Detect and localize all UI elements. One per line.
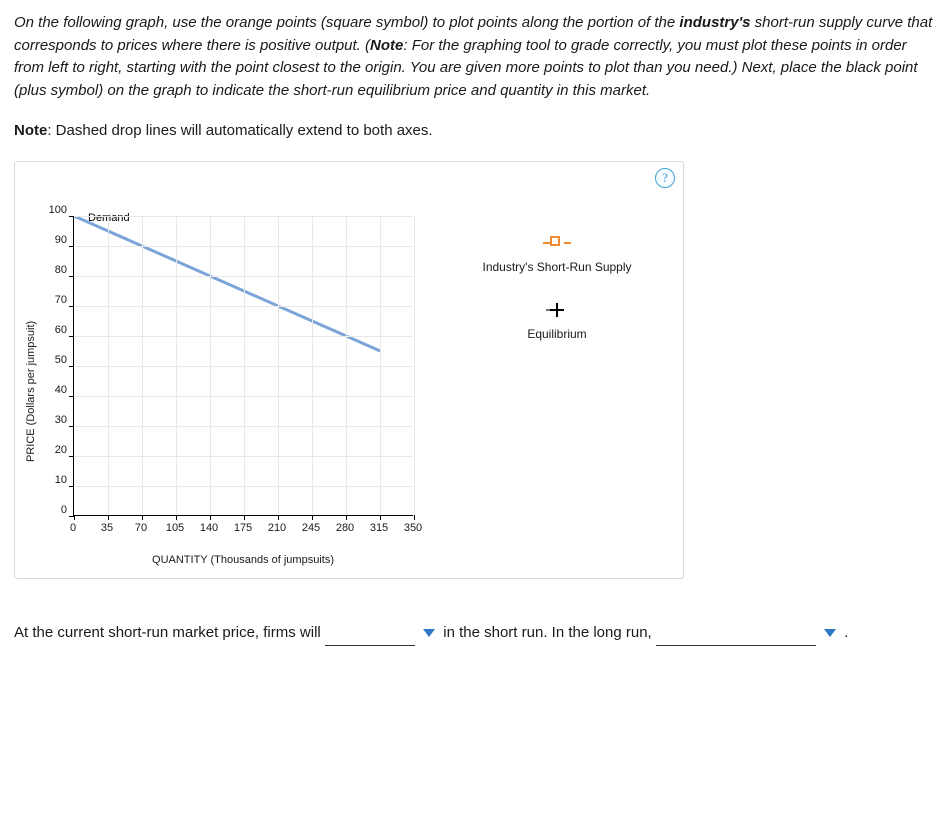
x-axis-ticks: 03570105140175210245280315350 bbox=[73, 516, 413, 532]
chevron-down-icon[interactable] bbox=[423, 629, 435, 637]
plot-region[interactable]: Demand bbox=[73, 216, 413, 516]
x-tick-label: 35 bbox=[101, 522, 113, 534]
x-tick-label: 210 bbox=[268, 522, 286, 534]
note-line: Note: Dashed drop lines will automatical… bbox=[14, 120, 936, 143]
note-rest: : Dashed drop lines will automatically e… bbox=[47, 122, 432, 139]
x-tick-label: 315 bbox=[370, 522, 388, 534]
legend: Industry's Short-Run Supply Equilibrium bbox=[457, 216, 657, 370]
legend-equilibrium-tool[interactable]: Equilibrium bbox=[457, 302, 657, 341]
follow-text-2: in the short run. In the long run, bbox=[443, 624, 656, 641]
plus-marker-icon bbox=[546, 303, 568, 317]
instr-bold-note: Note bbox=[370, 37, 403, 54]
followup-sentence: At the current short-run market price, f… bbox=[14, 619, 936, 646]
note-bold: Note bbox=[14, 122, 47, 139]
follow-text-1: At the current short-run market price, f… bbox=[14, 624, 325, 641]
legend-supply-tool[interactable]: Industry's Short-Run Supply bbox=[457, 236, 657, 275]
x-axis-label: QUANTITY (Thousands of jumpsuits) bbox=[73, 554, 413, 566]
x-tick-label: 70 bbox=[135, 522, 147, 534]
instr-text-a: On the following graph, use the orange p… bbox=[14, 14, 679, 31]
square-marker-icon bbox=[543, 236, 571, 250]
x-tick-label: 140 bbox=[200, 522, 218, 534]
x-tick-label: 350 bbox=[404, 522, 422, 534]
legend-equilibrium-label: Equilibrium bbox=[457, 327, 657, 341]
chevron-down-icon[interactable] bbox=[824, 629, 836, 637]
x-tick-label: 105 bbox=[166, 522, 184, 534]
y-axis-label: PRICE (Dollars per jumpsuit) bbox=[23, 241, 43, 541]
graph-panel: ? PRICE (Dollars per jumpsuit) 100908070… bbox=[14, 161, 684, 579]
help-button[interactable]: ? bbox=[655, 168, 675, 188]
legend-supply-label: Industry's Short-Run Supply bbox=[457, 260, 657, 274]
x-tick-label: 280 bbox=[336, 522, 354, 534]
x-tick-label: 0 bbox=[70, 522, 76, 534]
x-tick-label: 245 bbox=[302, 522, 320, 534]
dropdown-blank-1[interactable] bbox=[325, 629, 415, 646]
x-tick-label: 175 bbox=[234, 522, 252, 534]
instr-bold-industry: industry's bbox=[679, 14, 750, 31]
instructions-paragraph: On the following graph, use the orange p… bbox=[14, 12, 936, 102]
chart-area: PRICE (Dollars per jumpsuit) 10090807060… bbox=[23, 216, 675, 566]
follow-text-3: . bbox=[844, 624, 848, 641]
dropdown-blank-2[interactable] bbox=[656, 629, 816, 646]
